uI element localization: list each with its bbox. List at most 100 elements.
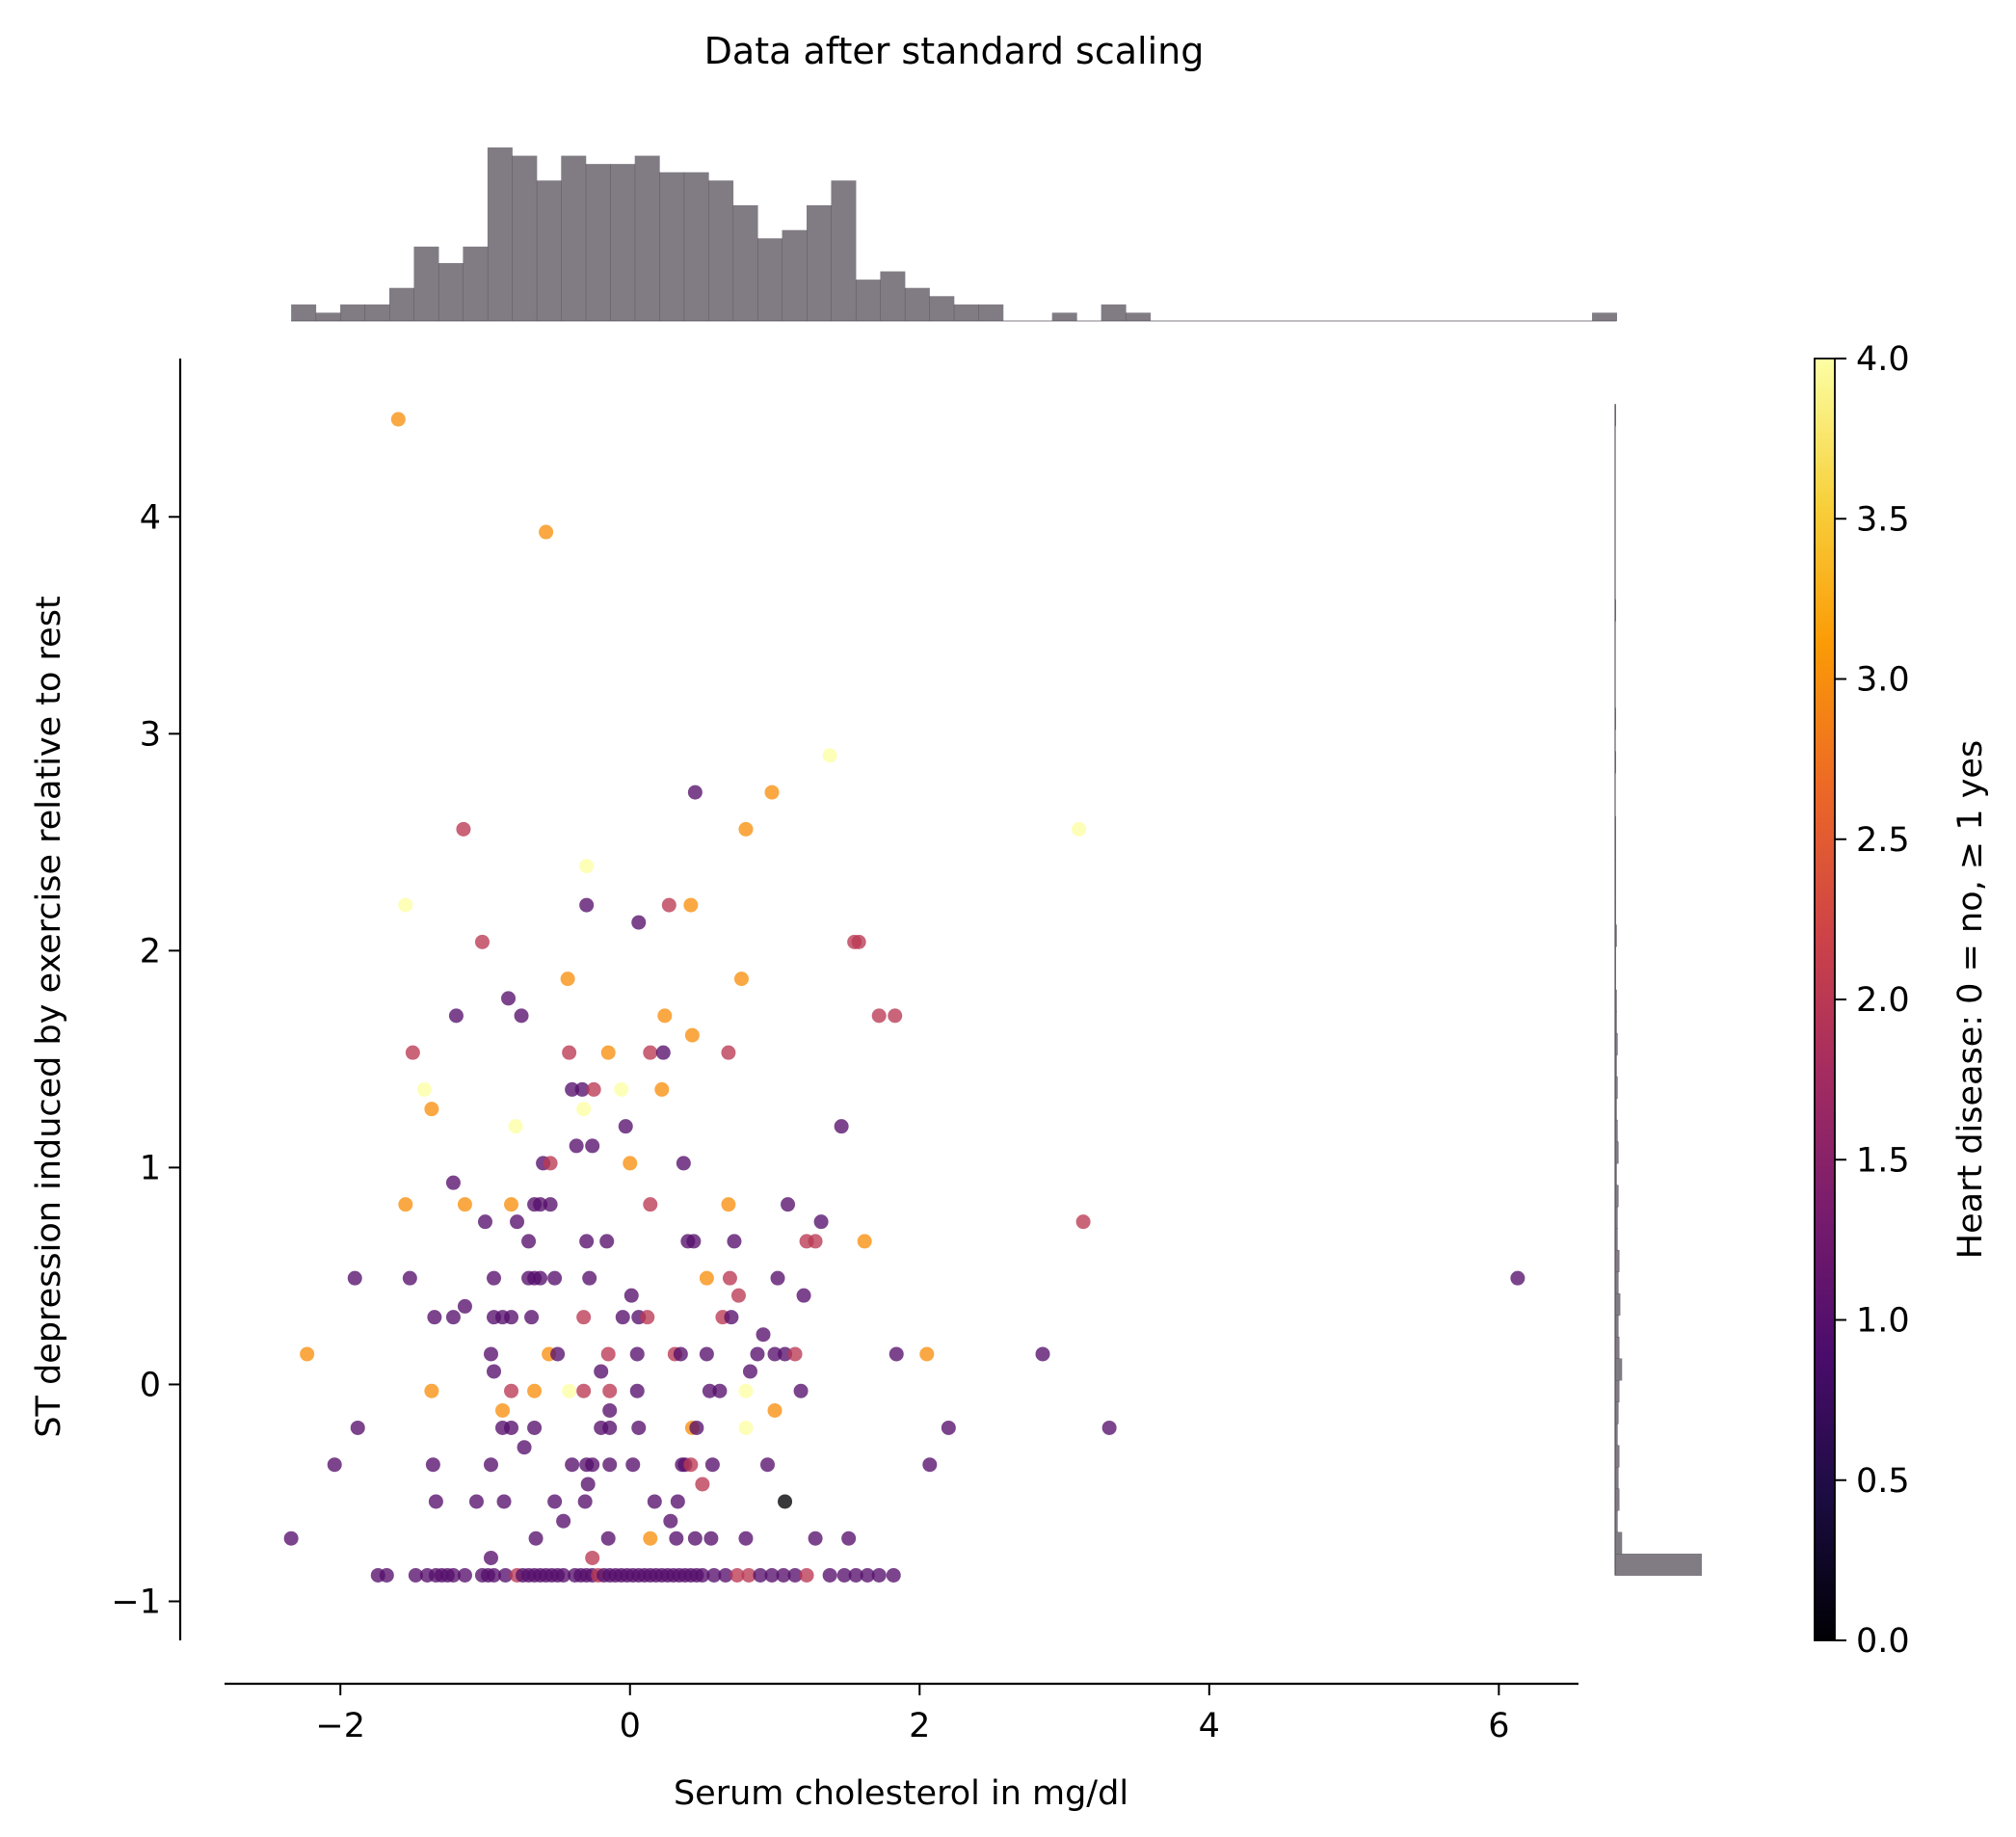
y-tick-label: −1	[111, 1583, 161, 1621]
y-histogram-bar	[1615, 1445, 1620, 1468]
x-histogram-bar	[782, 229, 808, 321]
data-point	[483, 1457, 498, 1473]
data-point	[1101, 1420, 1117, 1435]
data-point	[569, 1138, 584, 1154]
data-point	[721, 1045, 736, 1060]
y-histogram-bar	[1615, 1553, 1702, 1576]
data-point	[599, 1234, 615, 1249]
x-histogram-bar	[364, 304, 390, 321]
data-point	[889, 1346, 904, 1362]
data-point	[504, 1310, 519, 1325]
data-point	[673, 1346, 688, 1362]
x-histogram-bar	[438, 263, 464, 321]
data-point	[1075, 1214, 1091, 1230]
data-point	[848, 1567, 863, 1583]
colorbar-tick-label: 3.0	[1856, 661, 1910, 700]
y-axis-label: ST depression induced by exercise relati…	[30, 596, 68, 1437]
data-point	[427, 1310, 442, 1325]
x-histogram-bar	[683, 172, 709, 321]
x-histogram-bar	[487, 147, 513, 321]
colorbar-tick-label: 1.0	[1856, 1302, 1910, 1341]
data-point	[504, 1383, 519, 1398]
data-point	[560, 972, 575, 987]
data-point	[738, 1531, 754, 1546]
y-histogram-bar	[1615, 924, 1617, 947]
colorbar-tick-label: 2.0	[1856, 981, 1910, 1020]
data-point	[398, 1197, 413, 1212]
y-histogram-bar	[1615, 1054, 1617, 1078]
data-point	[408, 1567, 423, 1583]
x-histogram-bar	[904, 287, 930, 321]
data-point	[565, 1081, 580, 1097]
data-point	[585, 1550, 600, 1565]
data-point	[822, 748, 837, 763]
data-point	[562, 1383, 577, 1398]
x-histogram-bar	[1126, 312, 1152, 321]
data-point	[486, 1364, 501, 1379]
main-axes: −2 0 2 4 6 −1 0 1 2 3 4	[111, 359, 1578, 1745]
data-point	[871, 1008, 887, 1024]
data-point	[576, 1383, 592, 1398]
data-point	[483, 1550, 498, 1565]
data-point	[495, 1402, 511, 1418]
colorbar-tick-label: 4.0	[1856, 340, 1910, 379]
x-axis-label: Serum cholesterol in mg/dl	[674, 1774, 1128, 1813]
x-tick-label: 0	[620, 1707, 641, 1745]
data-point	[577, 1494, 593, 1509]
y-histogram-bar	[1615, 1162, 1617, 1185]
data-point	[550, 1346, 566, 1362]
data-point	[654, 1081, 670, 1097]
data-point	[738, 1420, 754, 1435]
data-point	[424, 1102, 439, 1117]
data-point	[347, 1270, 362, 1286]
data-point	[722, 1270, 737, 1286]
data-point	[699, 1346, 714, 1362]
y-histogram-bar	[1615, 1379, 1620, 1402]
data-point	[477, 1214, 492, 1230]
x-tick-label: 6	[1488, 1707, 1509, 1745]
data-point	[676, 1156, 691, 1171]
y-histogram-bar	[1615, 1076, 1618, 1099]
x-histogram-bar	[708, 180, 734, 321]
data-point	[793, 1383, 809, 1398]
data-point	[524, 1310, 540, 1325]
data-point	[733, 972, 749, 987]
data-point	[547, 1494, 563, 1509]
x-histogram-bar	[315, 312, 341, 321]
y-histogram-bar	[1615, 1206, 1618, 1229]
data-point	[661, 897, 676, 913]
x-histogram-bar	[831, 180, 857, 321]
x-histogram-bar	[389, 287, 414, 321]
data-point	[727, 1234, 742, 1249]
y-marginal-histogram	[1614, 404, 1702, 1576]
x-histogram-bar	[634, 155, 660, 321]
data-point	[585, 1138, 600, 1154]
data-point	[770, 1270, 785, 1286]
data-point	[565, 1457, 580, 1473]
x-histogram-bar	[929, 296, 955, 321]
x-tick-label: −2	[315, 1707, 365, 1745]
x-histogram-bar	[732, 205, 758, 321]
data-point	[457, 1298, 472, 1314]
data-point	[657, 1008, 673, 1024]
data-point	[647, 1494, 662, 1509]
data-point	[764, 1567, 780, 1583]
data-point	[623, 1156, 638, 1171]
data-point	[574, 1081, 590, 1097]
data-point	[510, 1214, 525, 1230]
data-point	[729, 1567, 745, 1583]
data-point	[425, 1457, 440, 1473]
data-point	[398, 897, 413, 913]
data-point	[643, 1045, 658, 1060]
data-point	[687, 785, 703, 800]
x-histogram-bar	[880, 271, 906, 321]
data-point	[504, 1197, 519, 1212]
data-point	[687, 1531, 703, 1546]
data-point	[625, 1457, 641, 1473]
data-point	[579, 897, 595, 913]
data-point	[498, 1567, 514, 1583]
data-point	[922, 1457, 938, 1473]
y-histogram-bar	[1615, 1185, 1619, 1208]
x-tick-label: 2	[909, 1707, 930, 1745]
